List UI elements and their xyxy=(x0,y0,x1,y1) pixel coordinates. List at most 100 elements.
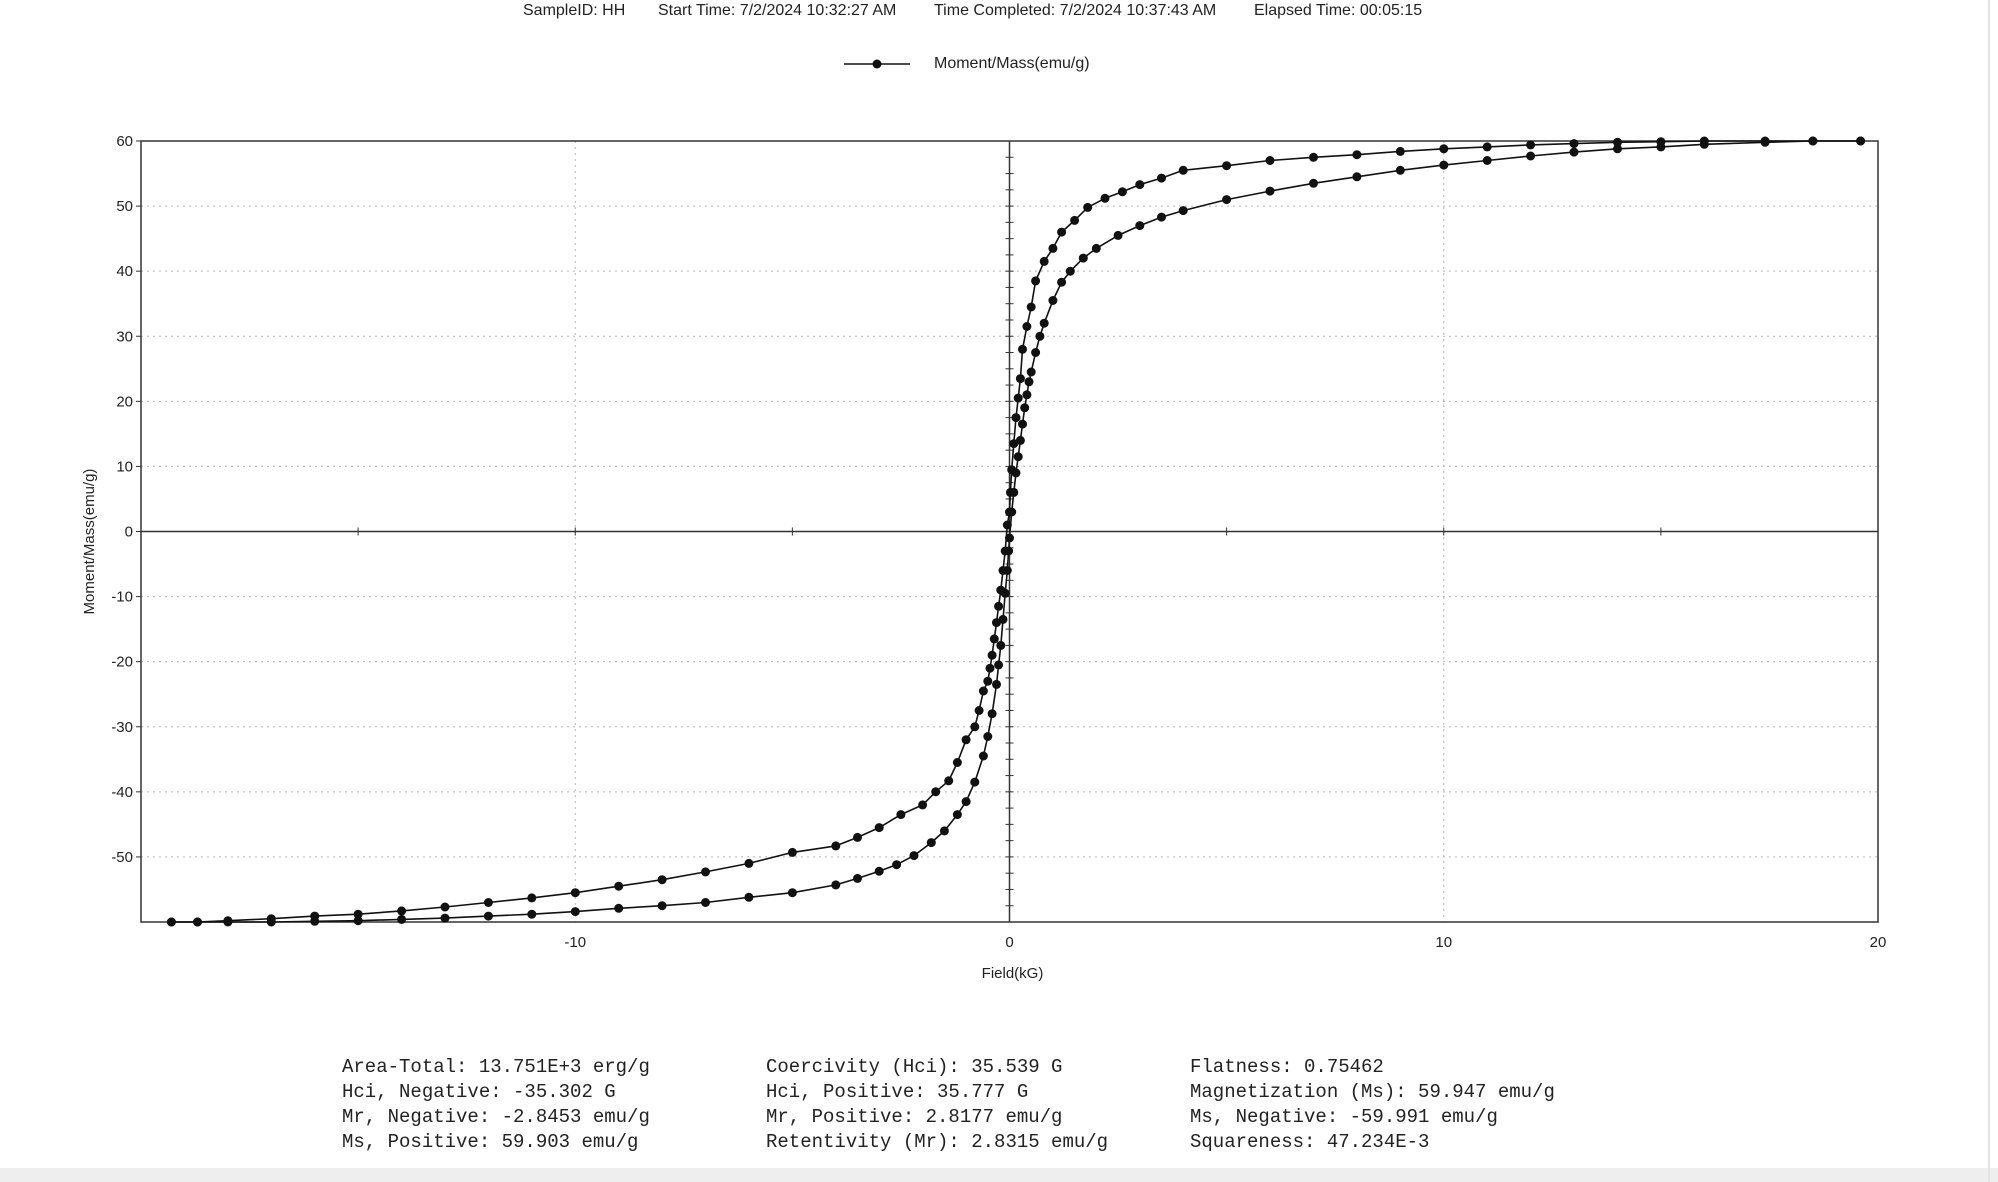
data-point xyxy=(1018,344,1027,354)
data-point xyxy=(1009,439,1019,449)
data-point xyxy=(1482,142,1492,152)
data-point xyxy=(657,875,667,885)
data-point xyxy=(1309,152,1318,162)
y-tick-label: 20 xyxy=(116,393,133,410)
data-point xyxy=(892,860,902,870)
bottom-strip xyxy=(0,1168,1998,1182)
data-point xyxy=(874,866,884,876)
data-point xyxy=(1007,465,1017,475)
y-tick-label: -40 xyxy=(111,784,133,801)
hysteresis-chart: 60 50 40 30 20 10 0 -10 -20 -30 -40 -50 -10 0 10 20 Fiel… xyxy=(81,133,1887,982)
data-point xyxy=(527,909,537,919)
data-point xyxy=(1083,202,1093,212)
x-axis-label: Field(kG) xyxy=(982,965,1044,982)
data-point xyxy=(440,902,450,912)
data-point xyxy=(1031,276,1041,286)
y-tick-label: 40 xyxy=(116,263,133,280)
data-point xyxy=(1482,156,1492,165)
stat-magnetization: Magnetization (Ms): 59.947 emu/g xyxy=(1190,1081,1555,1103)
stat-hci-negative: Hci, Negative: -35.302 G xyxy=(342,1081,616,1103)
data-point xyxy=(1015,374,1025,384)
x-tick-label: 0 xyxy=(1005,934,1013,951)
data-point xyxy=(1057,277,1067,287)
data-point xyxy=(1157,173,1166,183)
stat-retentivity: Retentivity (Mr): 2.8315 emu/g xyxy=(766,1131,1109,1153)
data-point xyxy=(1222,195,1232,205)
data-point xyxy=(992,679,1001,689)
data-point xyxy=(397,914,407,924)
data-point xyxy=(1178,206,1188,216)
data-point xyxy=(989,634,999,644)
data-point xyxy=(1013,393,1023,403)
data-point xyxy=(939,826,949,836)
data-point xyxy=(1018,419,1027,429)
data-point xyxy=(926,838,936,848)
data-point xyxy=(440,913,450,923)
data-point xyxy=(978,686,988,696)
data-point xyxy=(1022,390,1032,400)
data-point xyxy=(1005,487,1015,497)
stat-ms-positive: Ms, Positive: 59.903 emu/g xyxy=(342,1131,639,1153)
data-point xyxy=(853,832,862,842)
data-point xyxy=(996,585,1006,595)
legend-label: Moment/Mass(emu/g) xyxy=(934,55,1090,72)
data-point xyxy=(1065,266,1075,276)
data-point xyxy=(1057,227,1067,237)
data-point xyxy=(1157,212,1166,222)
data-point xyxy=(570,907,580,917)
data-point xyxy=(657,901,667,911)
x-tick-label: -10 xyxy=(564,934,586,951)
data-point xyxy=(614,881,624,891)
time-completed-text: Time Completed: 7/2/2024 10:37:43 AM xyxy=(934,2,1217,19)
x-tick-label: 20 xyxy=(1870,934,1887,951)
data-point xyxy=(1048,296,1058,305)
data-point xyxy=(193,917,202,927)
data-point xyxy=(1048,243,1058,253)
stat-hci-positive: Hci, Positive: 35.777 G xyxy=(766,1081,1029,1103)
data-point xyxy=(1013,452,1023,462)
series-ascending-branch-line xyxy=(171,140,1861,923)
data-point xyxy=(831,841,841,851)
data-point xyxy=(931,787,941,797)
y-tick-label: 10 xyxy=(116,458,133,475)
data-point xyxy=(1808,136,1818,146)
data-point xyxy=(1100,193,1110,203)
stat-flatness: Flatness: 0.75462 xyxy=(1190,1056,1384,1078)
data-point xyxy=(1352,150,1362,160)
data-point xyxy=(994,601,1004,611)
y-tick-label: 50 xyxy=(116,198,133,215)
data-point xyxy=(787,847,797,857)
data-point xyxy=(483,911,493,921)
data-point xyxy=(483,898,493,907)
data-point xyxy=(1000,546,1010,556)
data-point xyxy=(353,909,363,919)
data-point xyxy=(787,888,797,898)
data-point xyxy=(952,758,962,767)
data-point xyxy=(1265,186,1275,196)
data-point xyxy=(831,880,841,890)
data-point xyxy=(223,916,233,926)
data-point xyxy=(614,903,624,913)
y-tick-label: -10 xyxy=(111,589,133,606)
data-point xyxy=(1526,151,1536,161)
data-point xyxy=(1135,221,1145,231)
data-point xyxy=(1070,215,1080,225)
y-tick-label: -20 xyxy=(111,654,133,671)
data-point xyxy=(874,823,884,833)
data-point xyxy=(1135,180,1145,190)
data-point xyxy=(1439,144,1449,154)
data-point xyxy=(970,722,980,732)
data-point xyxy=(961,797,971,807)
data-point xyxy=(985,663,995,673)
data-point xyxy=(983,676,993,686)
stat-area-total: Area-Total: 13.751E+3 erg/g xyxy=(342,1056,650,1078)
stat-mr-negative: Mr, Negative: -2.8453 emu/g xyxy=(342,1106,650,1128)
data-point xyxy=(1117,187,1127,197)
y-tick-label: -30 xyxy=(111,719,133,736)
data-point xyxy=(961,735,971,745)
elapsed-time-text: Elapsed Time: 00:05:15 xyxy=(1254,2,1423,19)
y-tick-label: 60 xyxy=(116,133,133,150)
data-point xyxy=(1002,520,1012,530)
data-point xyxy=(701,898,710,907)
data-point xyxy=(978,751,988,761)
